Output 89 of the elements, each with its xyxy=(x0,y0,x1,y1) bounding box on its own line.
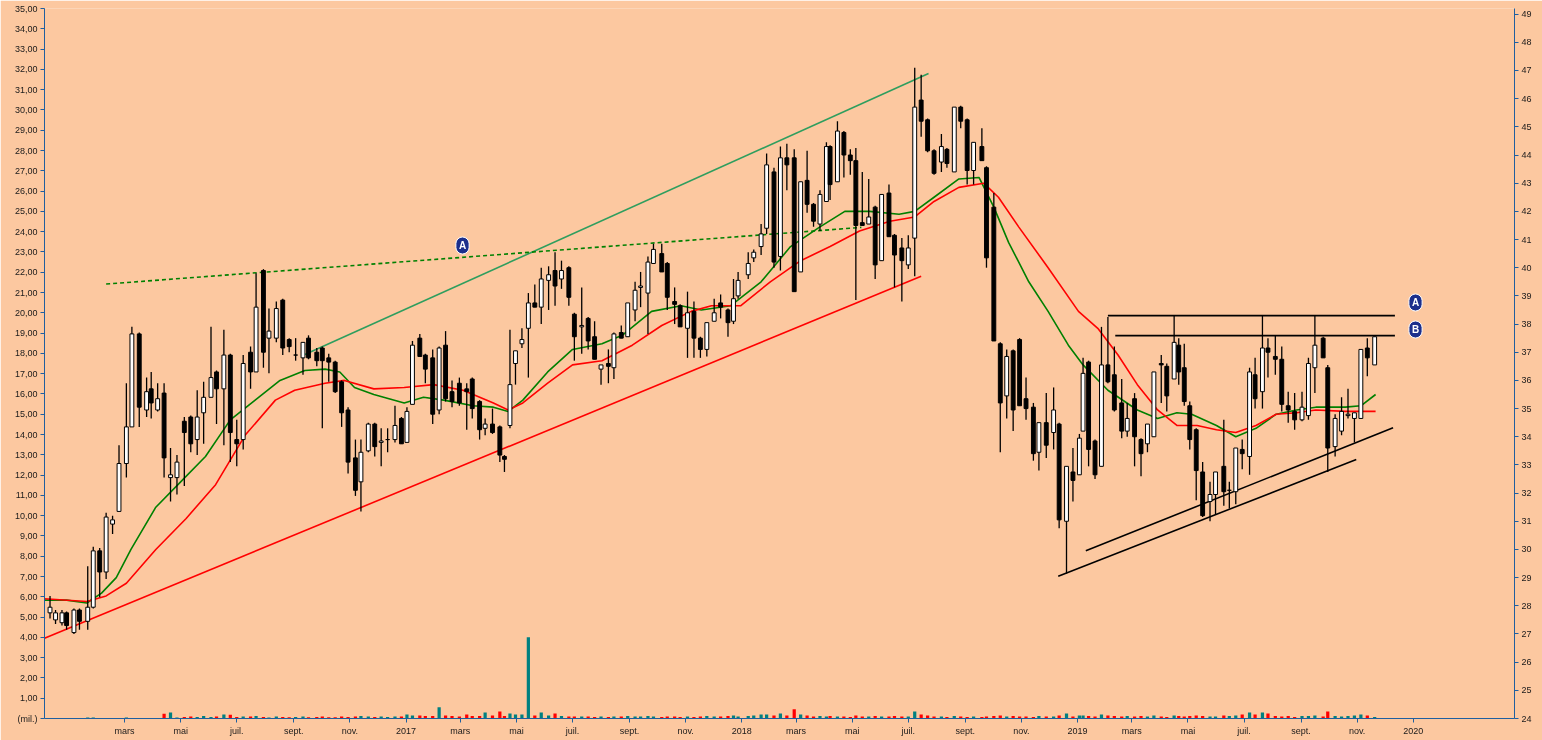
y-tick-label: 9,00 xyxy=(19,530,38,541)
x-tick-label: juil. xyxy=(1236,725,1251,736)
y2-tick-label: 49 xyxy=(1521,9,1532,20)
y2-tick-label: 45 xyxy=(1521,121,1532,132)
x-tick-label: mai xyxy=(844,725,860,736)
y2-tick-label: 44 xyxy=(1521,150,1532,161)
y2-tick-label: 40 xyxy=(1521,262,1532,273)
y-tick-label: 23,00 xyxy=(14,246,38,257)
y-tick-label: 2,00 xyxy=(19,672,38,683)
y-tick-label: (mil.) xyxy=(17,713,38,724)
y2-tick-label: 32 xyxy=(1521,488,1532,499)
x-tick-label: 2019 xyxy=(1067,725,1088,736)
y2-tick-label: 24 xyxy=(1521,713,1532,724)
x-tick-label: nov. xyxy=(1013,725,1030,736)
annotation: A xyxy=(1411,297,1420,308)
y2-tick-label: 36 xyxy=(1521,375,1532,386)
y-tick-label: 27,00 xyxy=(14,165,38,176)
y-tick-label: 24,00 xyxy=(14,226,38,237)
y-tick-label: 21,00 xyxy=(14,287,38,298)
x-tick-label: mars xyxy=(114,725,136,736)
y2-tick-label: 28 xyxy=(1521,600,1532,611)
x-tick-label: nov. xyxy=(677,725,694,736)
y-tick-label: 22,00 xyxy=(14,267,38,278)
y2-tick-label: 37 xyxy=(1521,347,1532,358)
x-tick-label: 2018 xyxy=(731,725,752,736)
y-tick-label: 28,00 xyxy=(14,145,38,156)
y-tick-label: 14,00 xyxy=(14,429,38,440)
y2-tick-label: 25 xyxy=(1521,685,1532,696)
y2-tick-label: 33 xyxy=(1521,459,1532,470)
x-tick-label: nov. xyxy=(341,725,359,736)
x-tick-label: sept. xyxy=(284,725,304,736)
y2-tick-label: 47 xyxy=(1521,65,1532,76)
y-tick-label: 25,00 xyxy=(14,206,38,217)
x-tick-label: nov. xyxy=(1349,725,1366,736)
y2-tick-label: 43 xyxy=(1521,178,1532,189)
y-tick-label: 3,00 xyxy=(19,652,38,663)
x-tick-label: juil. xyxy=(900,725,916,736)
x-tick-label: 2020 xyxy=(1403,725,1424,736)
y-tick-label: 4,00 xyxy=(19,632,38,643)
x-tick-label: mars xyxy=(786,725,807,736)
y-tick-label: 1,00 xyxy=(19,693,38,704)
y-tick-label: 8,00 xyxy=(19,551,38,562)
y-tick-label: 11,00 xyxy=(15,490,38,501)
y2-tick-label: 38 xyxy=(1521,319,1532,330)
annotation: B xyxy=(1411,324,1420,335)
y2-tick-label: 27 xyxy=(1521,628,1532,639)
y-tick-label: 16,00 xyxy=(14,388,38,399)
y-tick-label: 20,00 xyxy=(14,307,38,318)
x-tick-label: mai xyxy=(509,725,524,736)
y-tick-label: 33,00 xyxy=(14,44,38,55)
x-tick-label: sept. xyxy=(1291,725,1311,736)
y2-tick-label: 29 xyxy=(1521,572,1532,583)
y-tick-label: 6,00 xyxy=(19,591,38,602)
y2-tick-label: 26 xyxy=(1521,657,1532,668)
y-tick-label: 30,00 xyxy=(14,104,38,115)
annotation: A xyxy=(458,240,467,251)
y-tick-label: 12,00 xyxy=(14,470,38,481)
y-tick-label: 31,00 xyxy=(14,84,38,95)
y2-tick-label: 34 xyxy=(1521,431,1532,442)
y-tick-label: 15,00 xyxy=(14,409,38,420)
x-tick-label: sept. xyxy=(619,725,640,736)
y-tick-label: 29,00 xyxy=(14,125,38,136)
x-tick-label: juil. xyxy=(564,725,580,736)
y-tick-label: 17,00 xyxy=(14,368,38,379)
y-tick-label: 35,00 xyxy=(14,3,38,14)
x-tick-label: juil. xyxy=(229,725,244,736)
y2-tick-label: 30 xyxy=(1521,544,1532,555)
y2-tick-label: 35 xyxy=(1521,403,1532,414)
y-tick-label: 19,00 xyxy=(14,328,38,339)
y-tick-label: 5,00 xyxy=(19,612,38,623)
y-tick-label: 13,00 xyxy=(14,449,38,460)
x-tick-label: sept. xyxy=(955,725,976,736)
x-tick-label: mai xyxy=(173,725,188,736)
y2-tick-label: 42 xyxy=(1521,206,1532,217)
y-tick-label: 18,00 xyxy=(14,348,38,359)
y-tick-label: 7,00 xyxy=(19,571,38,582)
y-tick-label: 34,00 xyxy=(14,23,38,34)
x-tick-label: mars xyxy=(1121,725,1143,736)
y2-tick-label: 46 xyxy=(1521,93,1532,104)
y-tick-label: 10,00 xyxy=(14,510,38,521)
y-tick-label: 32,00 xyxy=(14,64,38,75)
x-tick-label: 2017 xyxy=(396,725,417,736)
y-tick-label: 26,00 xyxy=(14,186,38,197)
y2-tick-label: 48 xyxy=(1521,37,1532,48)
y2-tick-label: 31 xyxy=(1521,516,1532,527)
x-tick-label: mai xyxy=(1180,725,1196,736)
x-tick-label: mars xyxy=(450,725,471,736)
y2-tick-label: 41 xyxy=(1521,234,1532,245)
y2-tick-label: 39 xyxy=(1521,290,1532,301)
